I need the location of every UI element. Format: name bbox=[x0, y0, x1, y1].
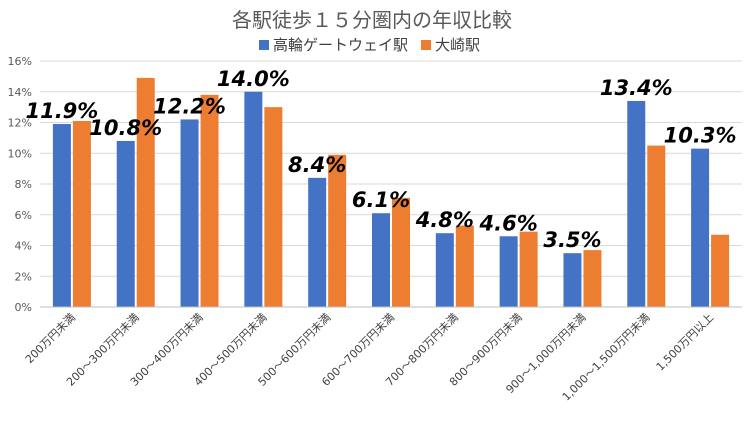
bar-series-1 bbox=[372, 213, 390, 307]
x-axis: 200万円未満200～300万円未満300～400万円未満400～500万円未満… bbox=[23, 306, 742, 404]
y-tick-label: 16% bbox=[8, 55, 32, 68]
y-tick-label: 10% bbox=[8, 147, 32, 160]
data-labels: 11.9%10.8%12.2% 14.0% 8.4%6.1%4.8% 4.6%3.5%… bbox=[25, 67, 736, 252]
y-tick-label: 6% bbox=[15, 209, 32, 222]
bar-series-2 bbox=[455, 225, 474, 307]
data-label: 8.4% bbox=[288, 153, 346, 177]
y-tick-label: 4% bbox=[15, 240, 32, 253]
legend-swatch-series-2 bbox=[421, 40, 431, 50]
data-label: 14.0% bbox=[217, 67, 290, 91]
bar-series-2 bbox=[136, 77, 155, 307]
bar-series-2 bbox=[711, 234, 730, 307]
data-label: 4.8% bbox=[415, 208, 474, 232]
bar-series-1 bbox=[499, 236, 518, 307]
bar-series-2 bbox=[328, 154, 347, 307]
bar-series-1 bbox=[244, 91, 263, 307]
x-tick-label: 200万円未満 bbox=[23, 311, 78, 366]
bar-series-1 bbox=[435, 233, 454, 307]
bar-series-1 bbox=[563, 253, 582, 307]
bar-series-1 bbox=[308, 177, 327, 307]
data-label: 12.2% bbox=[153, 94, 226, 118]
data-label: 10.8% bbox=[89, 116, 162, 140]
gridlines bbox=[40, 60, 742, 308]
x-tick-label: 1,500万円以上 bbox=[654, 311, 717, 374]
bar-series-2 bbox=[72, 120, 91, 308]
bars bbox=[52, 77, 730, 308]
bar-series-2 bbox=[647, 145, 666, 307]
bar-series-2 bbox=[264, 107, 283, 307]
bar-series-2 bbox=[392, 197, 410, 307]
y-axis: 0% 2% 4% 6% 8% 10% 12% 14% 16% bbox=[8, 55, 32, 314]
bar-series-2 bbox=[583, 250, 602, 307]
data-label: 11.9% bbox=[25, 99, 98, 123]
bar-series-2 bbox=[519, 231, 538, 307]
data-label: 13.4% bbox=[600, 76, 673, 100]
chart-title: 各駅徒歩１５分圏内の年収比較 bbox=[232, 8, 512, 32]
y-tick-label: 0% bbox=[15, 301, 32, 314]
bar-series-1 bbox=[180, 119, 199, 307]
y-tick-label: 14% bbox=[8, 86, 32, 99]
y-tick-label: 12% bbox=[8, 117, 32, 130]
data-label: 6.1% bbox=[352, 188, 410, 212]
data-label: 4.6% bbox=[479, 211, 538, 235]
y-tick-label: 2% bbox=[15, 270, 32, 283]
bar-series-2 bbox=[200, 94, 219, 307]
legend: 高輪ゲートウェイ駅 大崎駅 bbox=[259, 36, 480, 54]
bar-series-1 bbox=[116, 140, 135, 307]
bar-series-1 bbox=[627, 100, 646, 307]
y-tick-label: 8% bbox=[15, 178, 32, 191]
data-label: 3.5% bbox=[543, 228, 601, 252]
data-label: 10.3% bbox=[664, 124, 737, 148]
legend-swatch-series-1 bbox=[259, 40, 269, 50]
legend-label-series-1: 高輪ゲートウェイ駅 bbox=[273, 36, 408, 54]
legend-label-series-2: 大崎駅 bbox=[435, 36, 480, 54]
bar-series-1 bbox=[52, 124, 71, 307]
bar-series-1 bbox=[691, 148, 710, 307]
